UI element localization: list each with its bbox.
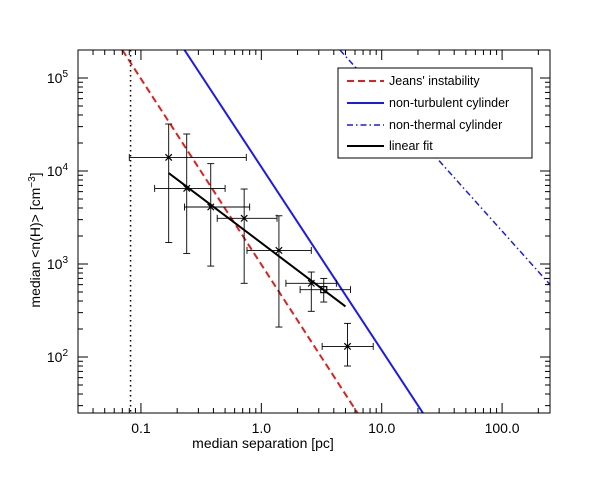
data-point-stroke xyxy=(275,246,283,255)
y-tick-base: 10 xyxy=(47,256,63,272)
y-tick-label: 104 xyxy=(47,162,69,179)
data-point-stroke xyxy=(165,153,173,162)
y-axis-title-exponent: −3 xyxy=(27,176,38,188)
model-curves xyxy=(121,50,550,413)
legend: Jeans' instability non-turbulent cylinde… xyxy=(337,67,533,159)
plot-axes xyxy=(77,49,551,414)
data-point-stroke xyxy=(343,342,352,351)
y-axis-title-main: median <n(H)> [cm xyxy=(27,188,43,308)
data-point-x xyxy=(207,203,215,211)
x-tick-label: 0.1 xyxy=(131,420,151,436)
y-tick-exponent: 5 xyxy=(62,69,68,80)
series-line-non-thermal-cylinder xyxy=(339,50,550,286)
data-point-x xyxy=(307,279,315,287)
data-point-x xyxy=(183,184,191,193)
y-tick-exponent: 2 xyxy=(62,348,68,359)
data-markers xyxy=(165,153,352,351)
y-tick-base: 10 xyxy=(47,70,63,86)
legend-label-non-turbulent: non-turbulent cylinder xyxy=(389,96,509,110)
y-tick-exponent: 4 xyxy=(62,162,68,173)
legend-label-non-thermal: non-thermal cylinder xyxy=(389,118,502,132)
y-tick-label: 102 xyxy=(47,348,69,365)
error-bars xyxy=(128,123,374,367)
x-tick-label: 1.0 xyxy=(252,420,272,436)
data-point-x xyxy=(275,246,283,255)
data-point-square xyxy=(320,286,328,294)
data-point-x xyxy=(343,342,352,351)
x-tick-label: 100.0 xyxy=(485,420,520,436)
data-point-stroke xyxy=(183,184,191,193)
y-tick-base: 10 xyxy=(47,163,63,179)
y-tick-exponent: 3 xyxy=(62,255,68,266)
data-point-stroke xyxy=(207,203,215,211)
series-line-linear-fit xyxy=(168,172,347,308)
x-axis-title: median separation [pc] xyxy=(192,435,334,451)
legend-label-linear-fit: linear fit xyxy=(389,139,433,153)
series-line-jeans-instability xyxy=(121,50,359,413)
data-point-x xyxy=(165,153,173,162)
data-point-stroke xyxy=(307,279,315,287)
y-axis-title: median <n(H)> [cm−3] xyxy=(27,172,43,307)
y-axis-title-end: ] xyxy=(27,172,43,176)
series-line-non-turbulent-cylinder xyxy=(183,50,424,413)
data-point-x xyxy=(240,214,248,222)
y-tick-label: 105 xyxy=(47,69,69,86)
legend-label-jeans: Jeans' instability xyxy=(389,74,480,88)
legend-box xyxy=(337,67,533,159)
data-point-stroke xyxy=(240,214,248,222)
y-tick-label: 103 xyxy=(47,255,69,272)
plot-frame xyxy=(77,49,551,414)
x-tick-label: 10.0 xyxy=(368,420,395,436)
y-tick-base: 10 xyxy=(47,349,63,365)
